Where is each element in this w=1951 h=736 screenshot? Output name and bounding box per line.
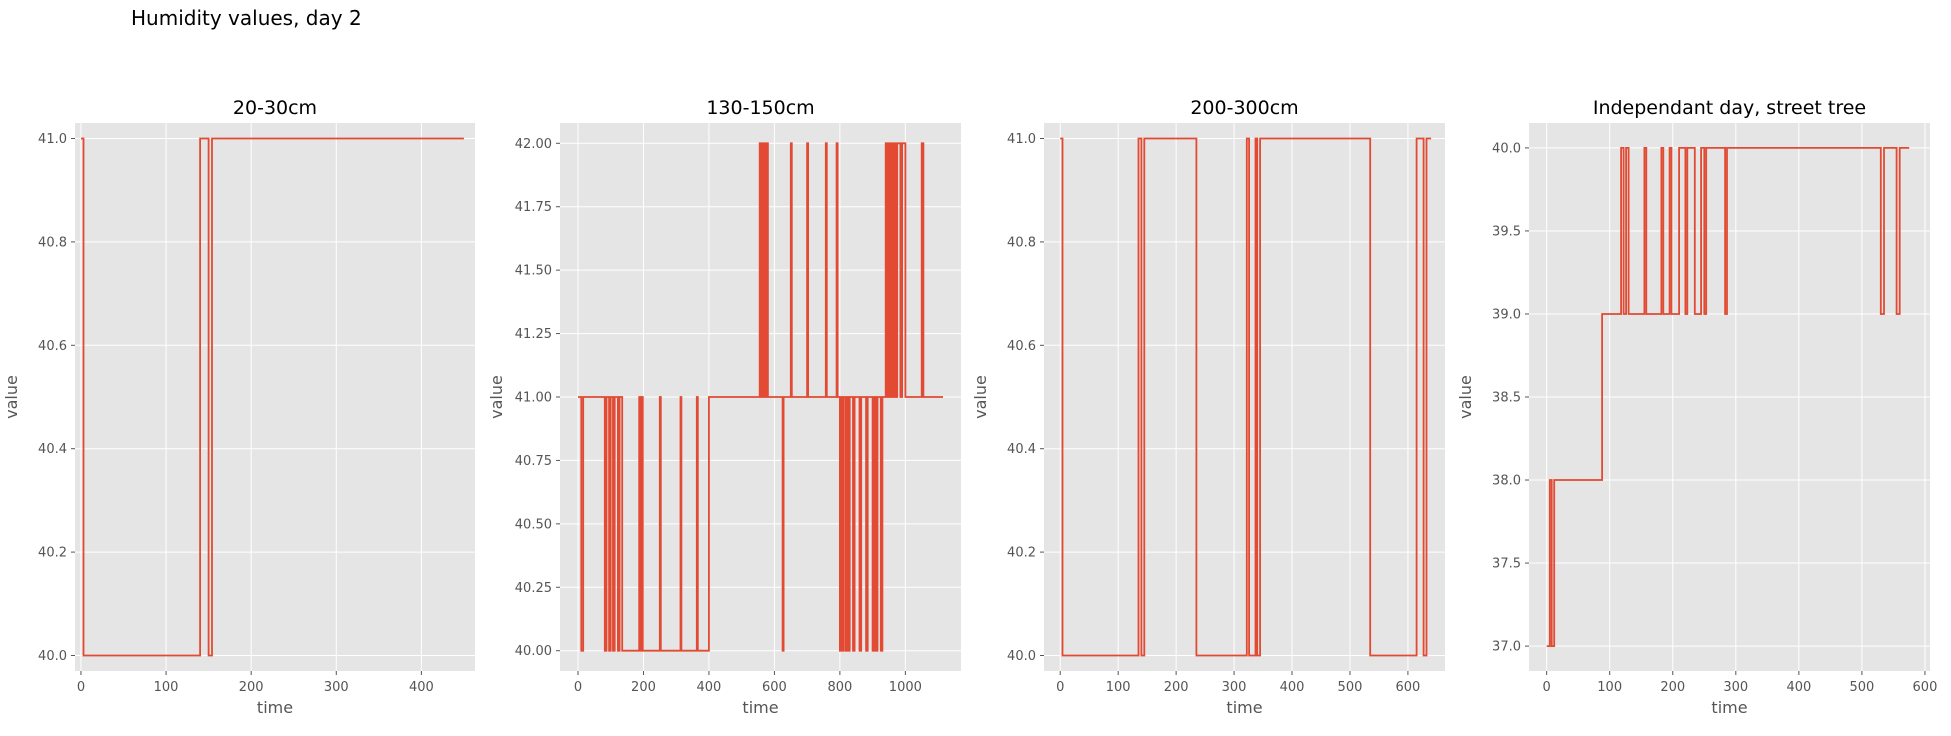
y-tick-label: 40.8 <box>38 235 67 250</box>
y-tick-label: 40.6 <box>1007 339 1036 354</box>
x-tick-label: 400 <box>1786 680 1811 695</box>
x-tick-label: 200 <box>1660 680 1685 695</box>
chart-title: Independant day, street tree <box>1593 97 1866 119</box>
x-tick-label: 300 <box>324 680 349 695</box>
x-axis-label: time <box>257 698 293 717</box>
y-tick-label: 40.50 <box>515 517 552 532</box>
chart-panel-4: 37.0 37.5 38.0 38.5 39.0 39.5 40.0 0 100 200 300 40… <box>1456 97 1937 717</box>
y-tick-label: 40.0 <box>38 649 67 664</box>
x-tick-label: 0 <box>1543 680 1551 695</box>
y-axis-label: value <box>971 375 990 419</box>
chart-panel-1: 40.0 40.2 40.4 40.6 40.8 41.0 0 100 200 300 400 20-… <box>2 97 475 717</box>
y-tick-label: 38.0 <box>1492 474 1521 489</box>
x-tick-label: 400 <box>409 680 434 695</box>
x-tick-label: 600 <box>1395 680 1420 695</box>
x-axis-label: time <box>742 698 778 717</box>
y-tick-label: 40.2 <box>38 546 67 561</box>
y-tick-label: 40.4 <box>1007 442 1036 457</box>
x-tick-label: 500 <box>1338 680 1363 695</box>
y-tick-label: 41.0 <box>38 132 67 147</box>
figure-suptitle: Humidity values, day 2 <box>131 6 362 30</box>
y-tick-label: 40.0 <box>1492 141 1521 156</box>
x-tick-label: 0 <box>574 680 582 695</box>
y-tick-label: 40.2 <box>1007 546 1036 561</box>
chart-title: 20-30cm <box>233 97 317 119</box>
chart-panel-2: 40.00 40.25 40.50 40.75 41.00 41.25 41.50 41.75… <box>487 97 961 717</box>
y-axis-label: value <box>487 375 506 419</box>
x-tick-label: 100 <box>1106 680 1131 695</box>
x-tick-label: 200 <box>1164 680 1189 695</box>
x-tick-label: 100 <box>154 680 179 695</box>
x-tick-label: 100 <box>1597 680 1622 695</box>
y-tick-label: 39.5 <box>1492 224 1521 239</box>
x-tick-label: 600 <box>762 680 787 695</box>
y-tick-label: 40.00 <box>515 644 552 659</box>
y-tick-label: 40.8 <box>1007 235 1036 250</box>
x-tick-label: 200 <box>631 680 656 695</box>
x-axis-label: time <box>1226 698 1262 717</box>
y-tick-label: 40.0 <box>1007 649 1036 664</box>
x-tick-label: 400 <box>697 680 722 695</box>
x-tick-label: 600 <box>1913 680 1938 695</box>
y-tick-label: 41.00 <box>515 391 552 406</box>
y-axis-label: value <box>2 375 21 419</box>
y-tick-label: 41.0 <box>1007 132 1036 147</box>
series-line <box>578 142 943 652</box>
y-tick-label: 40.75 <box>515 454 552 469</box>
chart-panel-3: 40.0 40.2 40.4 40.6 40.8 41.0 0 100 200 300 400 500… <box>971 97 1445 717</box>
y-tick-label: 40.25 <box>515 581 552 596</box>
series-line <box>81 137 464 657</box>
series-line <box>1060 137 1432 657</box>
y-tick-label: 38.5 <box>1492 391 1521 406</box>
x-tick-label: 0 <box>1056 680 1064 695</box>
x-tick-label: 800 <box>827 680 852 695</box>
x-tick-label: 300 <box>1222 680 1247 695</box>
x-tick-label: 500 <box>1849 680 1874 695</box>
y-tick-label: 37.5 <box>1492 557 1521 572</box>
y-tick-label: 39.0 <box>1492 307 1521 322</box>
y-tick-label: 37.0 <box>1492 640 1521 655</box>
plot-area <box>1044 123 1445 671</box>
x-tick-label: 400 <box>1280 680 1305 695</box>
x-tick-label: 1000 <box>889 680 922 695</box>
y-tick-label: 41.25 <box>515 327 552 342</box>
y-tick-label: 42.00 <box>515 137 552 152</box>
y-tick-label: 41.50 <box>515 264 552 279</box>
y-tick-label: 41.75 <box>515 200 552 215</box>
plot-area <box>75 123 475 671</box>
y-tick-label: 40.4 <box>38 442 67 457</box>
x-tick-label: 200 <box>239 680 264 695</box>
x-tick-label: 300 <box>1723 680 1748 695</box>
x-axis-label: time <box>1711 698 1747 717</box>
chart-title: 200-300cm <box>1190 97 1298 119</box>
x-tick-label: 0 <box>77 680 85 695</box>
y-tick-label: 40.6 <box>38 339 67 354</box>
chart-title: 130-150cm <box>706 97 814 119</box>
y-axis-label: value <box>1456 375 1475 419</box>
series-line <box>1546 147 1910 647</box>
